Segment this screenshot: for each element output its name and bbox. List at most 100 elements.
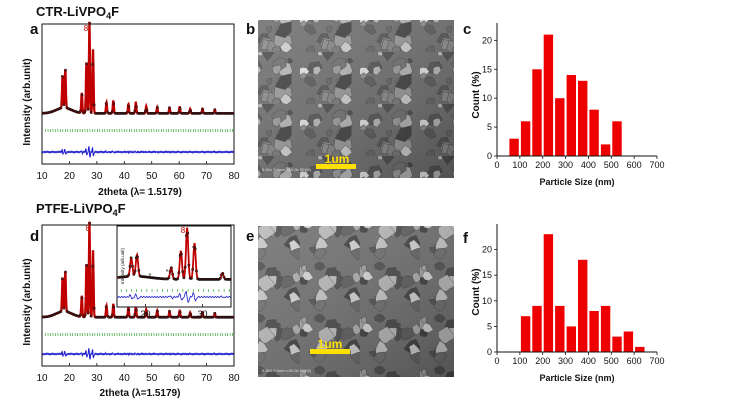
xrd-d-obs-point xyxy=(157,315,161,319)
xrd-a-obs-point xyxy=(145,108,149,112)
xrd-a-obs-point xyxy=(131,112,135,115)
xrd-d-obs-point xyxy=(216,315,220,319)
xrd-i-obs-point xyxy=(128,264,132,268)
row-title-ptfe-tail: F xyxy=(118,201,126,216)
hist-c-bar xyxy=(520,121,531,156)
xrd-d-obs-point xyxy=(122,315,126,319)
xrd-i-obs-point xyxy=(213,277,217,281)
sem-b-scale-label: 1um xyxy=(325,152,350,166)
xrd-d-obs-point xyxy=(94,315,98,319)
xrd-d-obs-point xyxy=(76,314,79,318)
xrd-d-obs-point xyxy=(112,305,116,309)
xrd-d-obs-point xyxy=(217,315,221,319)
xrd-a-obs-point xyxy=(183,112,187,115)
xrd-a-obs-point xyxy=(156,106,159,110)
hist-c-xtick-label: 400 xyxy=(581,160,596,170)
xrd-i-obs-point xyxy=(179,252,183,256)
xrd-d-obs-point xyxy=(202,315,206,319)
xrd-d-obs-point xyxy=(213,311,217,315)
xrd-d-obs-point xyxy=(190,315,194,319)
xrd-i-obs-point xyxy=(200,277,203,281)
panel-label-a: a xyxy=(30,21,39,38)
xrd-a-obs-point xyxy=(184,112,188,115)
row-title-ctr: CTR-LiVPO4F xyxy=(36,4,119,21)
xrd-i-obs-point xyxy=(192,245,196,249)
xrd-a-obs-point xyxy=(220,112,224,115)
xrd-i-obs-point xyxy=(147,275,151,279)
xrd-a-obs-point xyxy=(198,112,202,115)
xrd-a-obs-point xyxy=(146,112,150,115)
xrd-a-obs-point xyxy=(86,107,90,111)
xrd-a-observed-points xyxy=(41,21,235,115)
xrd-d-obs-point xyxy=(149,315,153,319)
row-title-ptfe-sub: 4 xyxy=(113,208,118,218)
xrd-i-obs-point xyxy=(223,277,227,281)
xrd-d-obs-point xyxy=(62,306,66,310)
xrd-a-obs-point xyxy=(192,112,196,115)
xrd-i-obs-point xyxy=(212,277,216,281)
xrd-d-obs-point xyxy=(79,313,82,317)
hist-f-bar xyxy=(520,316,531,352)
xrd-i-obs-point xyxy=(176,277,180,281)
xrd-d-obs-point xyxy=(228,315,232,319)
xrd-d-obs-point xyxy=(204,315,208,319)
xrd-i-obs-point xyxy=(188,276,192,280)
xrd-d-frame xyxy=(41,224,235,367)
xrd-d-obs-point xyxy=(223,315,227,319)
xrd-d-difference-curve xyxy=(41,348,235,360)
hist-f-xtick-label: 600 xyxy=(627,356,642,366)
xrd-a-obs-point xyxy=(142,112,146,115)
xrd-d-peak-marker: 8 xyxy=(86,224,91,233)
xrd-i-obs-point xyxy=(211,277,215,281)
xrd-i-obs-point xyxy=(173,277,177,281)
hist-c-ytick-label: 10 xyxy=(482,93,492,103)
xrd-a-obs-point xyxy=(42,111,46,115)
hist-c-bar xyxy=(578,80,588,156)
xrd-d-obs-point xyxy=(88,221,92,225)
xrd-d-obs-point xyxy=(136,315,140,319)
hist-f-bar xyxy=(623,331,634,352)
xrd-a-obs-point xyxy=(208,112,212,115)
xrd-a-obs-point xyxy=(223,112,227,115)
xrd-a-xtick-label: 10 xyxy=(36,171,48,182)
xrd-a-obs-point xyxy=(178,107,182,110)
xrd-a-obs-point xyxy=(187,111,191,114)
xrd-d-inset-x-ticks: 20 30 xyxy=(140,304,208,319)
xrd-a-peak-marker: 8 xyxy=(84,24,89,33)
xrd-a-obs-point xyxy=(121,112,125,115)
sem-e-info-text: 5.0kV 9.9mm x30.0k SE(M) xyxy=(262,368,312,373)
xrd-i-obs-point xyxy=(152,276,156,280)
hist-f-bar xyxy=(635,346,645,352)
xrd-a-obs-point xyxy=(181,112,185,115)
xrd-d-inset-ylabel: Intensity (arb.unit) xyxy=(120,247,125,284)
hist-c-xtick-label: 100 xyxy=(512,160,527,170)
xrd-i-obs-point xyxy=(195,269,198,273)
xrd-d-obs-point xyxy=(130,315,134,319)
xrd-i-obs-point xyxy=(207,277,211,281)
xrd-d-obs-point xyxy=(118,315,122,319)
xrd-d-obs-point xyxy=(115,315,119,319)
panel-label-d: d xyxy=(30,228,39,245)
xrd-i-obs-point xyxy=(156,276,160,280)
xrd-d-obs-point xyxy=(222,315,226,319)
xrd-d-obs-point xyxy=(159,315,162,319)
xrd-a-fit-curve xyxy=(42,21,234,115)
hist-f-bar xyxy=(589,311,599,352)
xrd-i-obs-point xyxy=(184,234,188,238)
xrd-i-obs-point xyxy=(183,265,187,269)
xrd-d-obs-point xyxy=(165,315,168,319)
xrd-d-obs-point xyxy=(154,315,158,319)
sem-b-shade xyxy=(258,20,454,178)
xrd-d-obs-point xyxy=(59,309,63,313)
hist-f-xtick-label: 300 xyxy=(558,356,573,366)
hist-f-ytick-label: 5 xyxy=(487,321,492,331)
xrd-a-obs-point xyxy=(112,102,116,106)
hist-f-bar xyxy=(555,305,565,352)
xrd-d-obs-point xyxy=(55,312,58,315)
xrd-i-obs-point xyxy=(161,277,165,281)
xrd-a-obs-point xyxy=(103,111,107,115)
xrd-i-obs-point xyxy=(159,277,163,281)
xrd-d-obs-point xyxy=(169,315,173,319)
xrd-i-obs-point xyxy=(158,277,162,280)
hist-c-bar xyxy=(589,109,599,156)
